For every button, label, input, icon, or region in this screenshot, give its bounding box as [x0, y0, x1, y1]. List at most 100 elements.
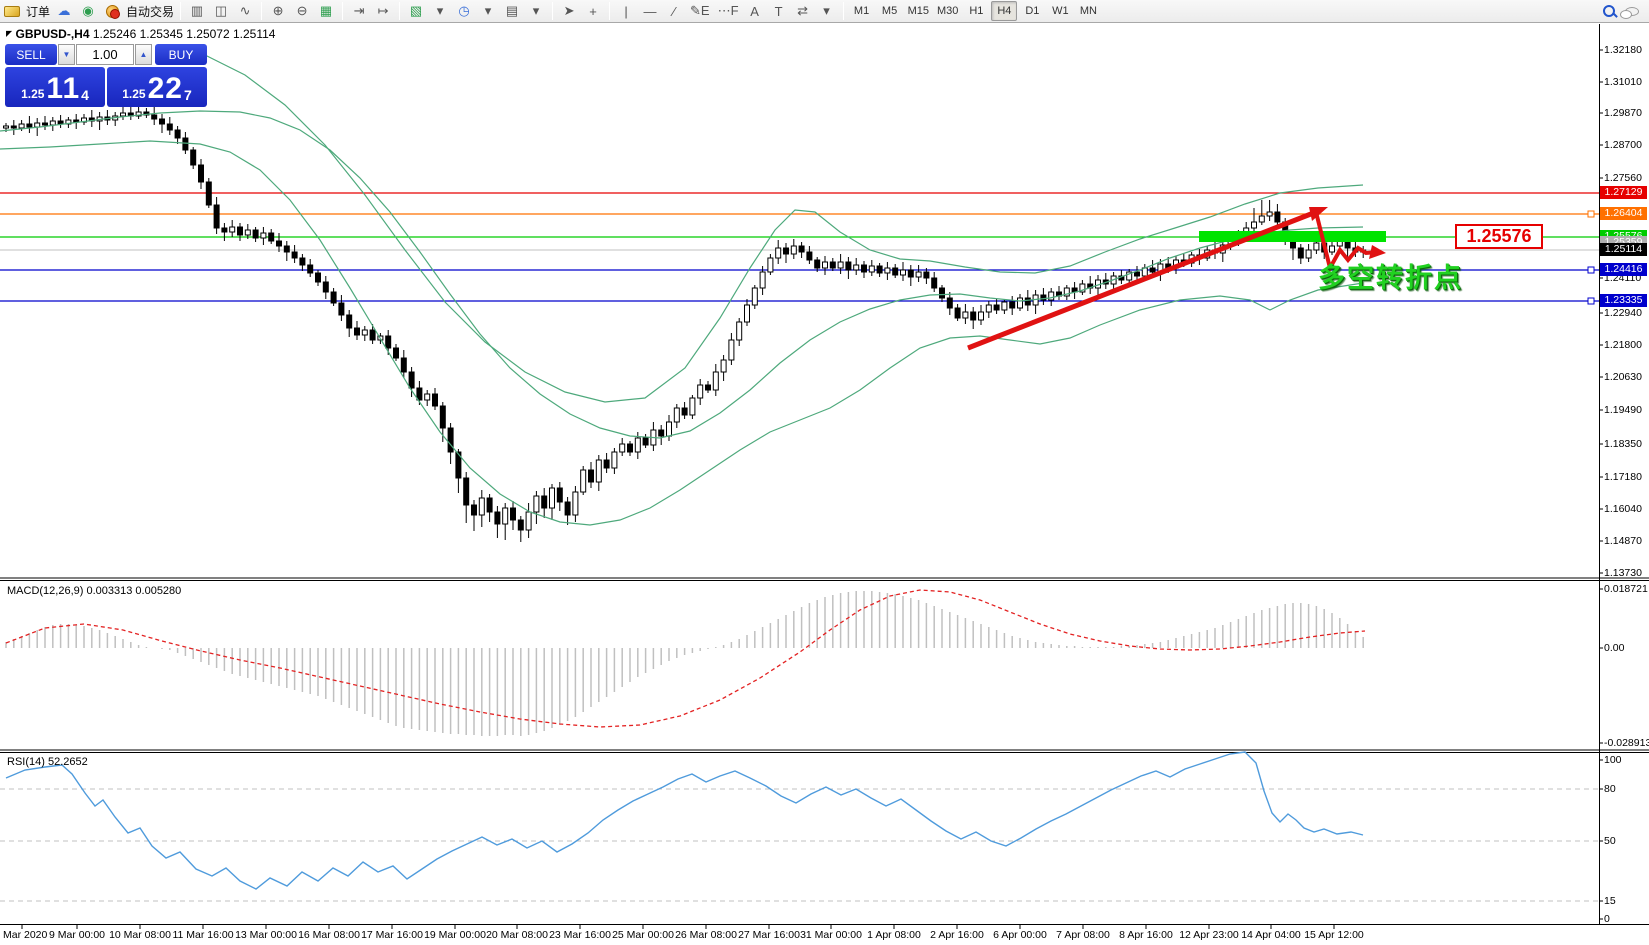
rsi-indicator-label: RSI(14) 52.2652	[7, 756, 88, 768]
search-icon[interactable]	[1603, 5, 1615, 17]
turning-point-annotation[interactable]: 多空转折点	[1318, 263, 1463, 293]
macd-tick-label: 0.018721	[1604, 583, 1648, 595]
time-axis-label: 14 Apr 04:00	[1241, 929, 1301, 941]
time-axis-label: 31 Mar 00:00	[800, 929, 862, 941]
rsi-indicator	[0, 751, 1599, 902]
volume-increase-button[interactable]: ▲	[135, 44, 152, 65]
time-axis-label: 12 Apr 23:00	[1179, 929, 1239, 941]
bar-chart-icon[interactable]: ▥	[190, 3, 204, 18]
time-axis-label: 11 Mar 16:00	[172, 929, 234, 941]
rsi-tick-label: 50	[1604, 835, 1616, 847]
chart-marker-icon: ◤	[6, 29, 13, 38]
new-chart-dropdown-icon[interactable]: ▾	[436, 3, 444, 18]
buy-button[interactable]: BUY	[155, 44, 207, 65]
template-dropdown-icon[interactable]: ▾	[532, 3, 540, 18]
sell-price-main: 1.25	[21, 87, 45, 101]
template-icon[interactable]: ▤	[505, 3, 519, 18]
time-axis-label: 27 Mar 16:00	[738, 929, 800, 941]
sell-price-display[interactable]: 1.25 11 4	[5, 67, 105, 107]
price-tick-label: 1.13730	[1604, 567, 1642, 579]
vertical-line-icon[interactable]: |	[624, 3, 628, 19]
chart-shift-icon[interactable]: ⇥	[353, 3, 365, 18]
trendline-icon[interactable]: ∕	[672, 3, 676, 19]
line-chart-icon[interactable]: ∿	[239, 3, 251, 18]
autotrade-button[interactable]	[101, 1, 123, 21]
timeframe-m30[interactable]: M30	[936, 5, 959, 17]
fibonacci-icon[interactable]: ⋯F	[717, 3, 739, 18]
period-dropdown-icon[interactable]: ▾	[484, 3, 492, 18]
shapes-dropdown-icon[interactable]: ▾	[823, 3, 830, 18]
toolbar-separator	[261, 2, 263, 20]
buy-price-main: 1.25	[122, 87, 146, 101]
time-axis-label: 13 Mar 00:00	[235, 929, 297, 941]
time-axis-label: 2 Apr 16:00	[930, 929, 984, 941]
macd-indicator-label: MACD(12,26,9) 0.003313 0.005280	[7, 585, 182, 597]
trend-annotations	[967, 207, 1599, 351]
time-axis-label: 16 Mar 08:00	[298, 929, 360, 941]
new-order-button[interactable]	[1, 1, 23, 21]
price-tick-label: 1.28700	[1604, 139, 1642, 151]
new-chart-icon[interactable]: ▧	[409, 3, 423, 18]
zoom-in-icon[interactable]: ⊕	[272, 3, 284, 18]
price-tick-label: 1.21800	[1604, 339, 1642, 351]
volume-input[interactable]	[76, 44, 134, 65]
price-tick-label: 1.20630	[1604, 371, 1642, 383]
toolbar-separator	[180, 2, 182, 20]
chart-title: ◤ GBPUSD-,H4 1.25246 1.25345 1.25072 1.2…	[6, 27, 275, 41]
sell-price-big: 11	[46, 72, 81, 105]
line-selection-handles	[1587, 210, 1595, 305]
rsi-tick-label: 80	[1604, 783, 1616, 795]
tile-windows-icon[interactable]: ▦	[319, 3, 333, 18]
time-axis-label: Mar 2020	[3, 929, 48, 941]
support-highlight-bar[interactable]	[1199, 231, 1386, 242]
period-clock-icon[interactable]: ◷	[458, 3, 470, 18]
rsi-tick-label: 15	[1604, 895, 1616, 907]
timeframe-h4[interactable]: H4	[991, 1, 1018, 21]
cloud-icon[interactable]: ☁	[57, 3, 71, 18]
toolbar-separator	[399, 2, 401, 20]
new-order-label[interactable]: 订单	[26, 4, 51, 19]
buy-price-display[interactable]: 1.25 22 7	[107, 67, 207, 107]
price-level-annotation-box[interactable]: 1.25576	[1455, 224, 1543, 249]
sell-button[interactable]: SELL	[5, 44, 57, 65]
auto-scroll-icon[interactable]: ↦	[377, 3, 389, 18]
price-level-label: 1.25114	[1600, 243, 1647, 256]
autotrade-label[interactable]: 自动交易	[126, 4, 175, 19]
crosshair-icon[interactable]: +	[589, 3, 597, 19]
time-axis-label: 6 Apr 00:00	[993, 929, 1047, 941]
time-axis-label: 9 Mar 00:00	[48, 929, 106, 941]
timeframe-m15[interactable]: M15	[907, 5, 929, 17]
ohlc-values: 1.25246 1.25345 1.25072 1.25114	[92, 27, 276, 41]
chat-icon[interactable]	[1620, 6, 1639, 19]
price-level-label: 1.27129	[1600, 186, 1647, 199]
zoom-out-icon[interactable]: ⊖	[296, 3, 308, 18]
timeframe-h1[interactable]: H1	[969, 5, 984, 17]
toolbar-separator	[609, 2, 611, 20]
time-axis-label: 15 Apr 12:00	[1304, 929, 1364, 941]
macd-indicator	[5, 589, 1366, 736]
text-label-icon[interactable]: T	[774, 3, 783, 19]
rsi-tick-label: 100	[1604, 754, 1622, 766]
cursor-icon[interactable]: ➤	[563, 3, 575, 18]
text-icon[interactable]: A	[750, 3, 759, 19]
macd-tick-label: -0.028913	[1604, 737, 1649, 749]
signal-icon[interactable]: ◉	[82, 3, 94, 18]
channel-icon[interactable]: ✎E	[690, 3, 710, 18]
candlesticks	[3, 97, 1367, 542]
volume-decrease-button[interactable]: ▼	[58, 44, 75, 65]
time-axis-label: 19 Mar 00:00	[424, 929, 486, 941]
price-tick-label: 1.32180	[1604, 44, 1642, 56]
symbol-period-label: GBPUSD-,H4	[15, 27, 90, 41]
price-level-label: 1.23335	[1600, 294, 1647, 307]
price-tick-label: 1.31010	[1604, 76, 1642, 88]
timeframe-m5[interactable]: M5	[881, 5, 898, 17]
timeframe-m1[interactable]: M1	[853, 5, 870, 17]
horizontal-line-icon[interactable]: —	[643, 3, 657, 19]
shapes-icon[interactable]: ⇄	[797, 3, 809, 18]
timeframe-w1[interactable]: W1	[1052, 5, 1069, 17]
timeframe-mn[interactable]: MN	[1079, 5, 1097, 17]
timeframe-d1[interactable]: D1	[1025, 5, 1040, 17]
candlestick-chart-icon[interactable]: ◫	[214, 3, 228, 18]
